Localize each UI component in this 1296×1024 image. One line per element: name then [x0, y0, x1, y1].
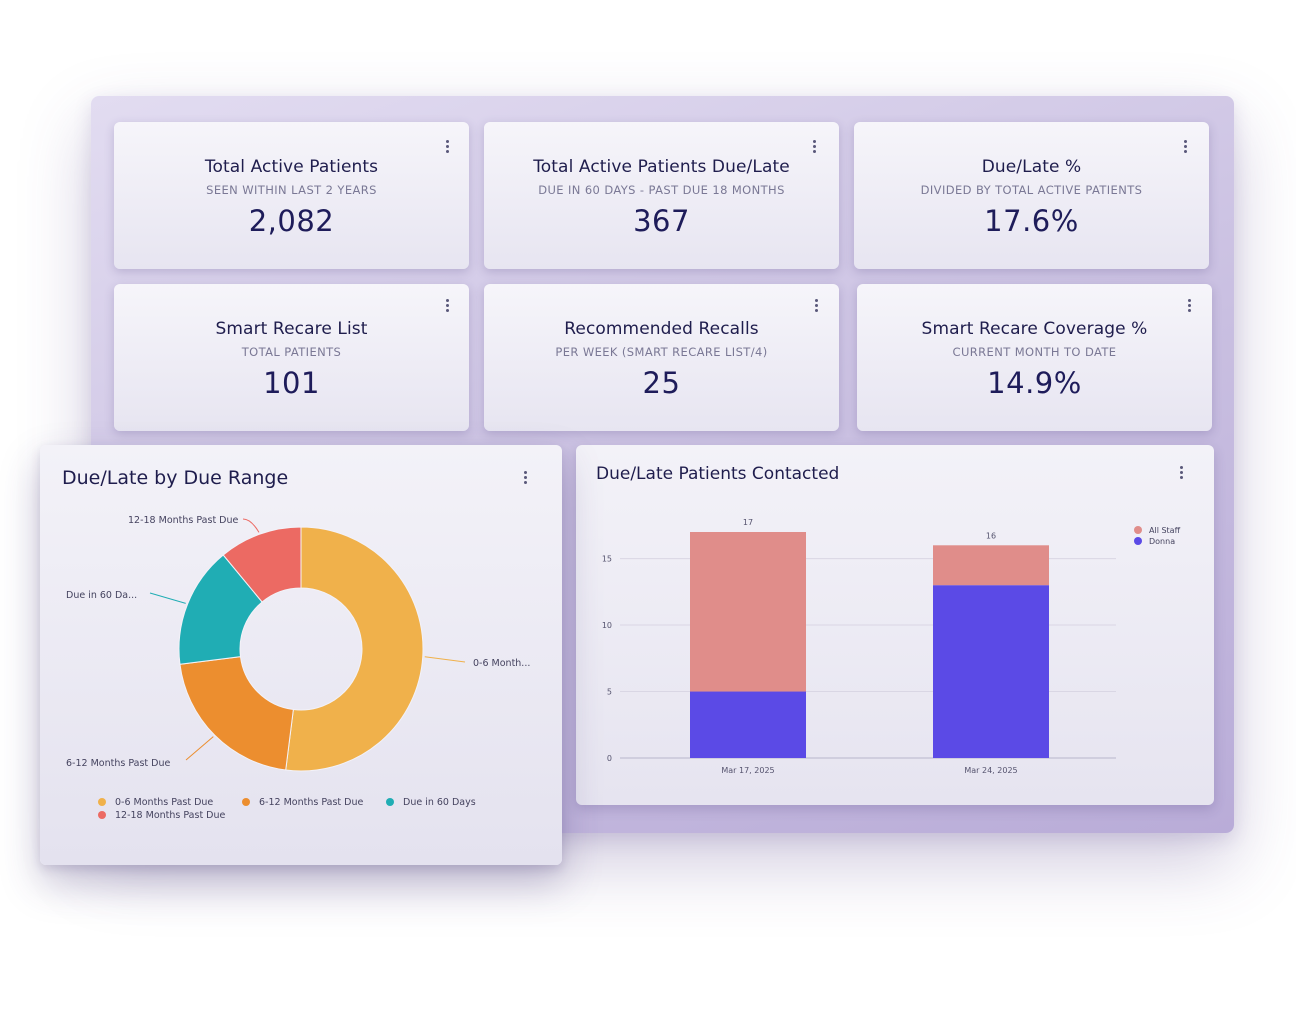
- kpi-card-due-late-percent: Due/Late % DIVIDED BY TOTAL ACTIVE PATIE…: [854, 122, 1209, 269]
- kpi-title: Due/Late %: [981, 157, 1082, 177]
- due-late-by-range-card: Due/Late by Due Range 0-6 Month... 6-12 M…: [40, 445, 562, 865]
- leader-line: [424, 656, 466, 663]
- more-vertical-icon[interactable]: [813, 298, 821, 314]
- kpi-title: Total Active Patients: [204, 157, 379, 177]
- kpi-card-smart-recare-coverage: Smart Recare Coverage % CURRENT MONTH TO…: [857, 284, 1212, 431]
- chart-title: Due/Late by Due Range: [62, 467, 289, 489]
- legend-swatch: [1134, 526, 1142, 534]
- slice-label: Due in 60 Da...: [66, 590, 137, 601]
- legend-label: 12-18 Months Past Due: [115, 810, 226, 821]
- donut-chart: 0-6 Month... 6-12 Months Past Due Due in 6…: [66, 515, 530, 821]
- more-vertical-icon[interactable]: [522, 470, 530, 486]
- kpi-subtitle: PER WEEK (SMART RECARE LIST/4): [555, 345, 768, 359]
- bar-total-label: 16: [986, 531, 996, 540]
- more-vertical-icon[interactable]: [1178, 465, 1186, 481]
- legend-label: 0-6 Months Past Due: [115, 797, 213, 808]
- kpi-value: 367: [633, 204, 690, 238]
- more-vertical-icon[interactable]: [1186, 298, 1194, 314]
- y-tick-label: 15: [602, 555, 612, 564]
- bar-total-label: 17: [743, 518, 753, 527]
- kpi-value: 25: [642, 366, 681, 400]
- kpi-value: 17.6%: [984, 204, 1079, 238]
- more-vertical-icon[interactable]: [444, 139, 452, 155]
- kpi-card-total-due-late: Total Active Patients Due/Late DUE IN 60…: [484, 122, 839, 269]
- kpi-subtitle: TOTAL PATIENTS: [241, 345, 342, 359]
- leader-line: [242, 518, 260, 533]
- kpi-subtitle: DUE IN 60 DAYS - PAST DUE 18 MONTHS: [538, 183, 785, 197]
- kpi-title: Smart Recare Coverage %: [921, 319, 1148, 339]
- y-tick-label: 10: [602, 621, 612, 630]
- due-late-contacted-card: Due/Late Patients Contacted 0 5 10 15 17 Mar …: [576, 445, 1214, 805]
- bar-segment: [690, 532, 806, 692]
- legend-swatch: [98, 798, 106, 806]
- legend-swatch: [386, 798, 394, 806]
- bar-segment: [933, 545, 1049, 586]
- legend-swatch: [98, 811, 106, 819]
- chart-title: Due/Late Patients Contacted: [596, 464, 840, 484]
- slice-label: 0-6 Month...: [473, 658, 530, 669]
- slice-label: 6-12 Months Past Due: [66, 758, 170, 769]
- leader-line: [149, 592, 186, 604]
- legend-swatch: [1134, 537, 1142, 545]
- stacked-bar-chart: 0 5 10 15 17 Mar 17, 2025 16 Mar 24, 2025 All St…: [602, 518, 1181, 775]
- slice-label: 12-18 Months Past Due: [128, 515, 239, 526]
- legend-label: Donna: [1149, 537, 1175, 546]
- legend-label: Due in 60 Days: [403, 797, 476, 808]
- kpi-subtitle: SEEN WITHIN LAST 2 YEARS: [206, 183, 377, 197]
- y-tick-label: 0: [607, 754, 612, 763]
- kpi-card-total-active-patients: Total Active Patients SEEN WITHIN LAST 2…: [114, 122, 469, 269]
- kpi-title: Total Active Patients Due/Late: [533, 157, 790, 177]
- kpi-card-recommended-recalls: Recommended Recalls PER WEEK (SMART RECA…: [484, 284, 839, 431]
- legend-swatch: [242, 798, 250, 806]
- kpi-value: 101: [263, 366, 320, 400]
- legend-label: All Staff: [1149, 526, 1181, 535]
- more-vertical-icon[interactable]: [811, 139, 819, 155]
- more-vertical-icon[interactable]: [1182, 139, 1190, 155]
- donut-slice: [285, 526, 424, 772]
- x-tick-label: Mar 17, 2025: [721, 766, 774, 775]
- bar-segment: [933, 585, 1049, 758]
- y-tick-label: 5: [607, 688, 612, 697]
- kpi-value: 2,082: [248, 204, 335, 238]
- x-tick-label: Mar 24, 2025: [964, 766, 1017, 775]
- kpi-title: Recommended Recalls: [564, 319, 759, 339]
- donut-slice: [222, 526, 302, 603]
- bar-segment: [690, 691, 806, 758]
- donut-slice: [179, 656, 294, 771]
- leader-line: [185, 736, 214, 761]
- kpi-value: 14.9%: [987, 366, 1082, 400]
- legend-label: 6-12 Months Past Due: [259, 797, 363, 808]
- more-vertical-icon[interactable]: [444, 298, 452, 314]
- kpi-title: Smart Recare List: [215, 319, 368, 339]
- kpi-subtitle: DIVIDED BY TOTAL ACTIVE PATIENTS: [920, 183, 1143, 197]
- kpi-subtitle: CURRENT MONTH TO DATE: [952, 345, 1117, 359]
- kpi-card-smart-recare-list: Smart Recare List TOTAL PATIENTS 101: [114, 284, 469, 431]
